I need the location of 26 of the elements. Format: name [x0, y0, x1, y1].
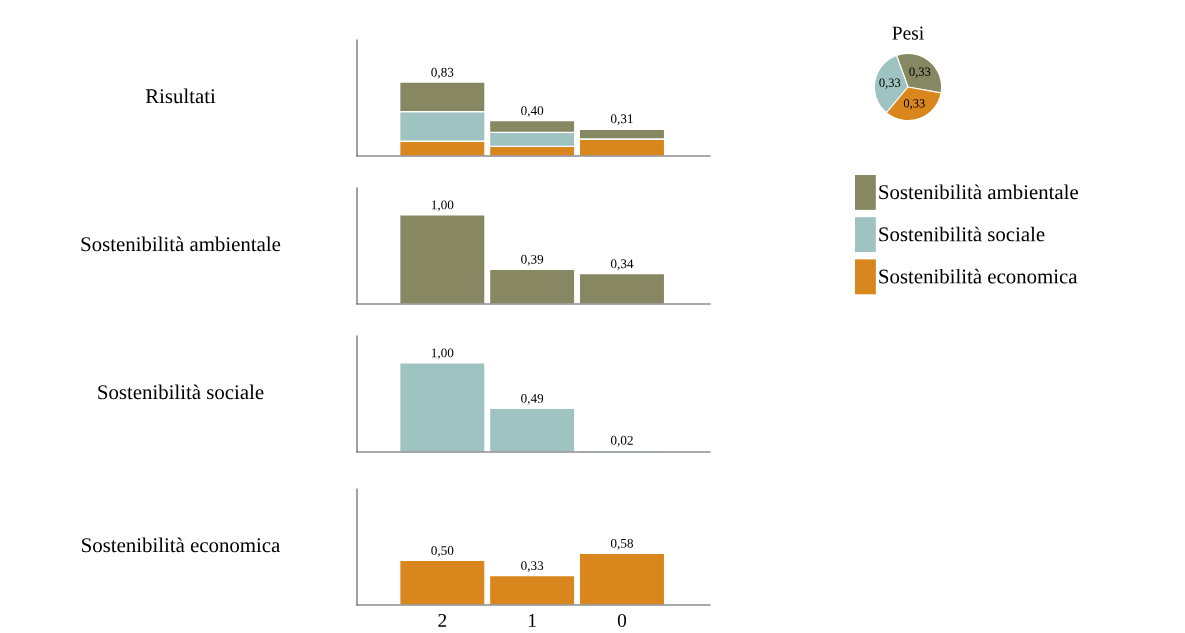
data-label: 0,50	[431, 546, 454, 557]
y-axis-title: Sostenibilità economica	[82, 537, 281, 553]
data-label: 1,00	[431, 348, 454, 360]
legend-label: Sostenibilità sociale	[879, 226, 1045, 242]
annotation: 0,83	[431, 67, 454, 79]
legend-label: Sostenibilità economica	[879, 268, 1078, 284]
annotation: 0,31	[610, 114, 633, 126]
data-label: 0,02	[610, 435, 633, 447]
data-label: 0,34	[610, 259, 634, 271]
data-label: 0,39	[521, 254, 544, 266]
chart-title: Pesi	[892, 26, 924, 40]
data-label: 0,33	[879, 78, 901, 89]
data-label: 1,00	[431, 200, 454, 212]
data-label: 0,33	[909, 67, 931, 78]
y-axis-title: Risultati	[145, 88, 216, 104]
y-axis-title: Sostenibilità ambientale	[81, 236, 281, 252]
y-axis-title: Sostenibilità sociale	[98, 384, 264, 400]
x-tick-label: 2	[438, 613, 447, 627]
data-label: 0,33	[903, 99, 925, 110]
annotation: 0,40	[521, 106, 544, 117]
legend-label: Sostenibilità ambientale	[879, 184, 1078, 200]
data-label: 0,58	[610, 538, 634, 550]
x-tick-label: 0	[617, 613, 627, 628]
data-label: 0,33	[521, 561, 544, 572]
data-label: 0,49	[521, 393, 544, 405]
x-tick-label: 1	[529, 613, 536, 627]
